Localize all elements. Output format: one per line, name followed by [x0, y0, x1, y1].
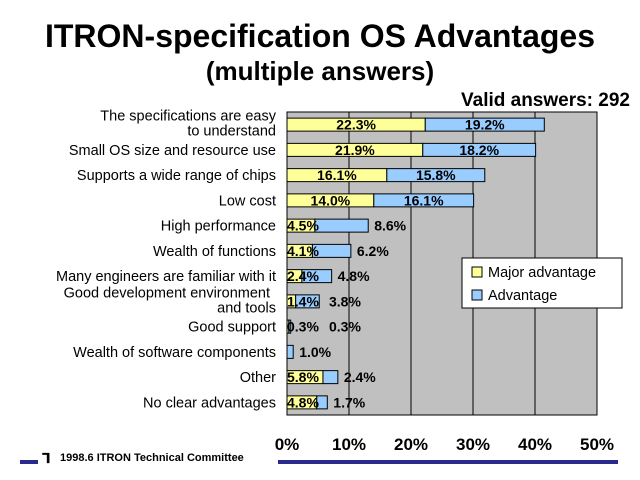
data-label-major-advantage: 16.1%	[317, 167, 357, 183]
legend-label: Advantage	[488, 288, 557, 304]
data-label-advantage: 6.2%	[357, 243, 389, 259]
category-label: Other	[240, 370, 276, 386]
bar-advantage	[424, 117, 545, 132]
data-label-advantage: 0.3%	[329, 319, 361, 335]
category-label: Wealth of functions	[153, 244, 276, 260]
legend-swatch	[471, 266, 483, 278]
valid-answers-annotation: Valid answers: 292	[461, 90, 630, 111]
category-label: Small OS size and resource use	[69, 143, 276, 159]
data-label-advantage: 3.8%	[329, 293, 361, 309]
bar-advantage	[316, 395, 328, 410]
category-label: Good development environment and tools	[64, 285, 276, 316]
bar-advantage	[301, 269, 333, 284]
category-label: High performance	[161, 219, 276, 235]
footer-text: 1998.6 ITRON Technical Committee	[60, 452, 244, 464]
itron-logo-icon: ⅂	[42, 450, 50, 466]
data-label-major-advantage: 4.8%	[287, 394, 319, 410]
footer-accent-line-right	[278, 460, 618, 464]
data-label-major-advantage: 5.8%	[287, 369, 319, 385]
category-label: Supports a wide range of chips	[77, 168, 276, 184]
data-label-advantage: 2.4%	[344, 369, 376, 385]
bar-advantage	[311, 243, 352, 258]
data-label-advantage: 1.7%	[333, 394, 365, 410]
bar-advantage	[314, 218, 369, 233]
bar-advantage	[288, 319, 292, 334]
category-label: Good support	[188, 320, 276, 336]
data-label-advantage: 16.1%	[404, 192, 444, 208]
bar-advantage	[286, 344, 294, 359]
category-label: The specifications are easy to understand	[100, 109, 276, 140]
data-label-major-advantage: 22.3%	[336, 117, 376, 133]
category-label: Many engineers are familiar with it	[56, 269, 276, 285]
x-tick-label: 20%	[394, 435, 428, 454]
data-label-advantage: 15.8%	[416, 167, 456, 183]
data-label-major-advantage: 21.9%	[335, 142, 375, 158]
data-label-advantage: 18.2%	[459, 142, 499, 158]
x-tick-label: 30%	[456, 435, 490, 454]
category-label: No clear advantages	[143, 395, 276, 411]
bar-advantage	[295, 294, 320, 309]
data-label-advantage: 19.2%	[465, 117, 505, 133]
bar-advantage	[422, 142, 537, 157]
x-tick-label: 0%	[275, 435, 300, 454]
data-label-major-advantage: 4.1%	[287, 243, 319, 259]
x-tick-label: 50%	[580, 435, 614, 454]
chart-subtitle: (multiple answers)	[205, 56, 435, 86]
chart-title: ITRON-specification OS Advantages	[44, 18, 596, 54]
data-label-major-advantage: 1.4%	[287, 293, 319, 309]
footer-accent-line-left	[20, 460, 38, 464]
bar-advantage	[322, 370, 339, 385]
bar-advantage	[373, 193, 475, 208]
legend	[461, 257, 623, 309]
category-label: Wealth of software components	[73, 345, 276, 361]
x-tick-label: 10%	[332, 435, 366, 454]
category-label: Low cost	[219, 193, 276, 209]
data-label-major-advantage: 2.4%	[287, 268, 319, 284]
legend-swatch	[471, 289, 483, 301]
bar-advantage	[386, 168, 486, 183]
data-label-major-advantage: 0.3%	[287, 319, 319, 335]
data-label-advantage: 4.8%	[338, 268, 370, 284]
x-tick-label: 40%	[518, 435, 552, 454]
legend-label: Major advantage	[488, 265, 596, 281]
data-label-advantage: 8.6%	[374, 218, 406, 234]
data-label-major-advantage: 14.0%	[311, 192, 351, 208]
data-label-advantage: 1.0%	[299, 344, 331, 360]
data-label-major-advantage: 4.5%	[287, 218, 319, 234]
